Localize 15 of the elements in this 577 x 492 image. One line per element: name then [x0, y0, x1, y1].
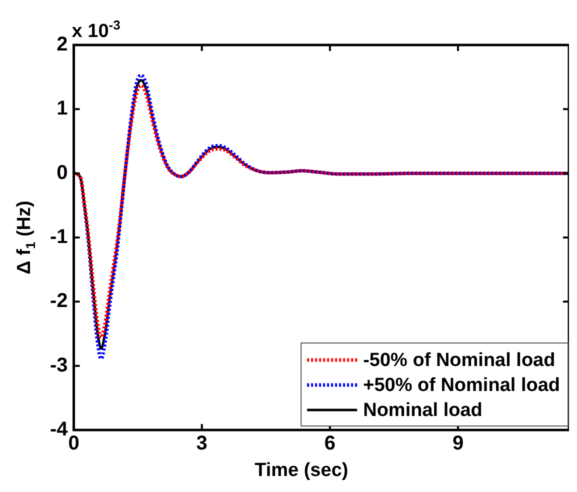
y-axis-title: Δ f1 (Hz): [14, 200, 38, 274]
y-tick-label: -4: [50, 418, 69, 441]
y-tick-label: -1: [50, 226, 68, 248]
legend-label: +50% of Nominal load: [363, 375, 560, 396]
x-tick-label: 9: [452, 432, 464, 455]
legend-label: -50% of Nominal load: [363, 350, 556, 372]
y-tick-label: 2: [56, 34, 68, 56]
x-tick-label: 6: [324, 432, 336, 455]
y-tick-label: -2: [50, 290, 68, 312]
y-tick-label: -3: [50, 354, 68, 376]
x-tick-label: 3: [196, 432, 208, 455]
y-tick-label: 0: [56, 162, 68, 184]
legend-label: Nominal load: [363, 400, 482, 422]
x-axis-title: Time (sec): [254, 460, 348, 481]
y-tick-label: 1: [56, 98, 68, 120]
